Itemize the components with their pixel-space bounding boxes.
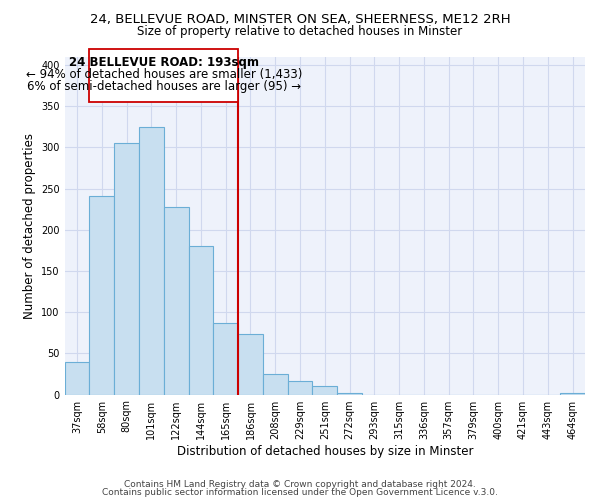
Bar xyxy=(263,374,287,394)
Text: Size of property relative to detached houses in Minster: Size of property relative to detached ho… xyxy=(137,25,463,38)
Text: 24, BELLEVUE ROAD, MINSTER ON SEA, SHEERNESS, ME12 2RH: 24, BELLEVUE ROAD, MINSTER ON SEA, SHEER… xyxy=(89,12,511,26)
Text: Contains HM Land Registry data © Crown copyright and database right 2024.: Contains HM Land Registry data © Crown c… xyxy=(124,480,476,489)
Bar xyxy=(313,386,337,394)
Bar xyxy=(560,393,585,394)
X-axis label: Distribution of detached houses by size in Minster: Distribution of detached houses by size … xyxy=(176,444,473,458)
Bar xyxy=(337,393,362,394)
Text: 24 BELLEVUE ROAD: 193sqm: 24 BELLEVUE ROAD: 193sqm xyxy=(69,56,259,69)
Bar xyxy=(89,196,114,394)
Bar xyxy=(213,323,238,394)
Bar xyxy=(287,380,313,394)
Bar xyxy=(188,246,213,394)
Text: 6% of semi-detached houses are larger (95) →: 6% of semi-detached houses are larger (9… xyxy=(26,80,301,93)
Bar xyxy=(114,144,139,394)
Text: ← 94% of detached houses are smaller (1,433): ← 94% of detached houses are smaller (1,… xyxy=(26,68,302,80)
Bar xyxy=(65,362,89,394)
Bar xyxy=(238,334,263,394)
Bar xyxy=(164,207,188,394)
FancyBboxPatch shape xyxy=(89,48,238,102)
Text: Contains public sector information licensed under the Open Government Licence v.: Contains public sector information licen… xyxy=(102,488,498,497)
Y-axis label: Number of detached properties: Number of detached properties xyxy=(23,132,35,318)
Bar xyxy=(139,127,164,394)
